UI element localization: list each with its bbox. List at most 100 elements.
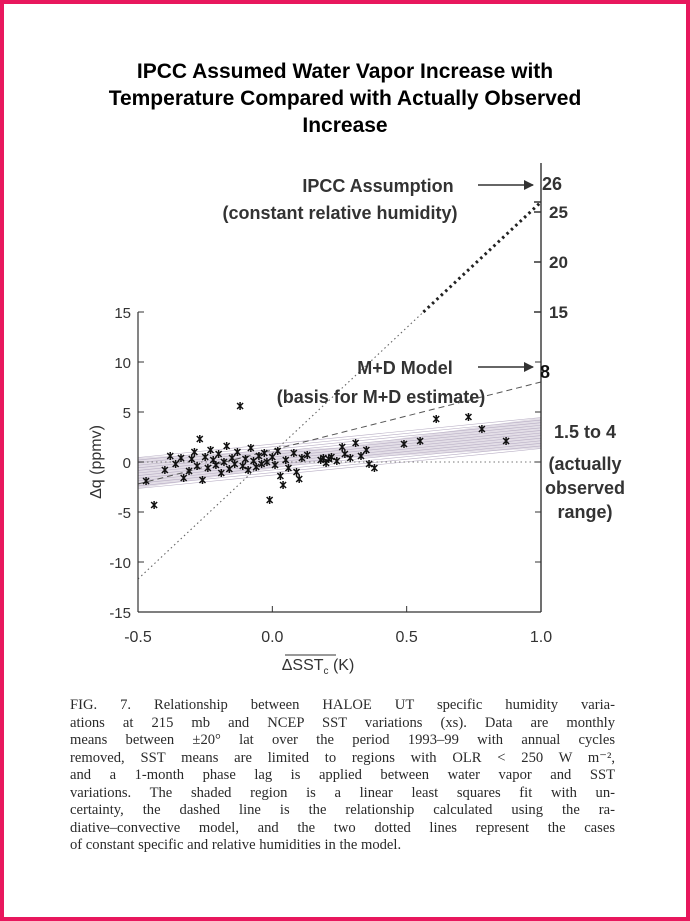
data-point — [185, 467, 193, 475]
fit-band-line — [137, 435, 542, 476]
md-value: 8 — [540, 362, 550, 382]
ipcc-value: 26 — [542, 174, 562, 194]
fit-band-line — [137, 445, 542, 487]
data-point — [263, 458, 271, 466]
data-point — [198, 476, 207, 484]
data-point — [290, 449, 298, 457]
x-tick-label: -0.5 — [124, 629, 152, 646]
ipcc-annotation-line2: (constant relative humidity) — [222, 203, 457, 223]
x-axis-label-unit: (K) — [329, 657, 355, 674]
data-point — [220, 458, 228, 466]
constant-relative-humidity-line-extension — [422, 200, 543, 314]
data-point — [333, 457, 341, 465]
data-point — [341, 450, 349, 458]
data-point — [298, 454, 306, 462]
data-point — [282, 456, 290, 464]
data-point — [284, 464, 292, 472]
x-tick-label: 0.0 — [261, 629, 283, 646]
caption-line: means between ±20° lat over the period 1… — [70, 732, 615, 748]
upper-axis-tick-label: 15 — [549, 303, 568, 322]
x-tick-label: 0.5 — [396, 629, 418, 646]
caption-line: FIG. 7. Relationship between HALOE UT sp… — [70, 697, 615, 713]
figure-caption: FIG. 7. Relationship between HALOE UT sp… — [70, 697, 615, 855]
data-point — [241, 455, 249, 463]
observed-range-line1: 1.5 to 4 — [554, 422, 616, 442]
data-point — [223, 442, 231, 450]
data-point — [161, 466, 169, 474]
fit-band-line — [137, 417, 542, 458]
data-point — [432, 415, 440, 423]
data-point — [177, 454, 185, 462]
x-tick-label: 1.0 — [530, 629, 552, 646]
data-point — [252, 463, 260, 471]
data-point — [142, 477, 150, 485]
data-point — [357, 452, 365, 460]
caption-line: variations. The shaded region is a linea… — [70, 784, 615, 801]
points-layer — [142, 402, 510, 509]
caption-line: ations at 215 mb and NCEP SST variations… — [70, 714, 615, 731]
fit-band-line — [137, 440, 542, 482]
observed-range-line2: (actually — [548, 454, 621, 474]
data-point — [204, 464, 212, 472]
axes-layer: 15 10 5 0 -5 -10 -15 -0.5 0.0 0.5 1.0 25 20 15 — [109, 163, 568, 646]
data-point — [303, 451, 311, 459]
data-point — [416, 437, 424, 445]
data-point — [271, 461, 279, 469]
data-point — [276, 472, 284, 480]
x-axis-label-sub: c — [324, 666, 329, 677]
data-point — [346, 454, 354, 462]
model-lines-layer — [137, 200, 543, 580]
title-line: Temperature Compared with Actually Obser… — [108, 87, 582, 110]
y-tick-label: -10 — [109, 555, 131, 572]
data-point — [258, 460, 266, 468]
upper-axis-tick-label: 25 — [549, 203, 568, 222]
data-point — [260, 449, 268, 457]
data-point — [150, 501, 158, 509]
data-point — [196, 435, 204, 443]
caption-line: certainty, the dashed line is the relati… — [70, 802, 615, 818]
md-annotation-line1: M+D Model — [357, 358, 453, 378]
fit-band-line — [137, 430, 542, 471]
data-point — [255, 452, 263, 460]
data-point — [233, 448, 241, 456]
data-point — [292, 468, 301, 476]
y-tick-label: -15 — [109, 605, 131, 622]
upper-axis-tick-label: 20 — [549, 253, 568, 272]
data-point — [239, 462, 247, 470]
data-point — [225, 465, 233, 473]
caption-line: diative–convective model, and the two do… — [70, 819, 615, 836]
observed-range-line3: observed — [545, 478, 625, 498]
data-point — [166, 452, 174, 460]
data-point — [247, 444, 255, 452]
data-point — [180, 474, 188, 482]
data-point — [370, 464, 378, 472]
data-point — [212, 461, 220, 469]
data-point — [464, 413, 472, 421]
data-point — [502, 437, 510, 445]
data-point — [172, 460, 180, 468]
observed-range-line4: range) — [557, 502, 612, 522]
x-axis-label-main: ΔSST — [282, 657, 324, 674]
md-annotation-line2: (basis for M+D estimate) — [277, 387, 486, 407]
y-tick-label: -5 — [118, 505, 131, 522]
data-point — [274, 447, 282, 455]
y-axis-label: Δq (ppmv) — [88, 425, 105, 499]
fit-band-line — [137, 427, 542, 469]
chart: 15 10 5 0 -5 -10 -15 -0.5 0.0 0.5 1.0 25 20 15 Δq (pp… — [88, 163, 625, 677]
x-axis-label: ΔSSTc (K) — [282, 657, 355, 677]
data-point — [190, 448, 198, 456]
data-point — [327, 453, 335, 461]
data-point — [231, 460, 239, 468]
data-point — [207, 446, 215, 454]
data-point — [215, 450, 223, 458]
data-point — [266, 496, 274, 504]
data-point — [400, 440, 408, 448]
data-point — [365, 460, 373, 468]
y-tick-label: 5 — [123, 405, 131, 422]
title-line: IPCC Assumed Water Vapor Increase with — [136, 60, 554, 83]
data-point — [201, 453, 209, 461]
data-point — [295, 475, 303, 483]
data-point — [193, 462, 201, 470]
data-point — [362, 446, 370, 454]
ipcc-annotation-line1: IPCC Assumption — [302, 176, 453, 196]
